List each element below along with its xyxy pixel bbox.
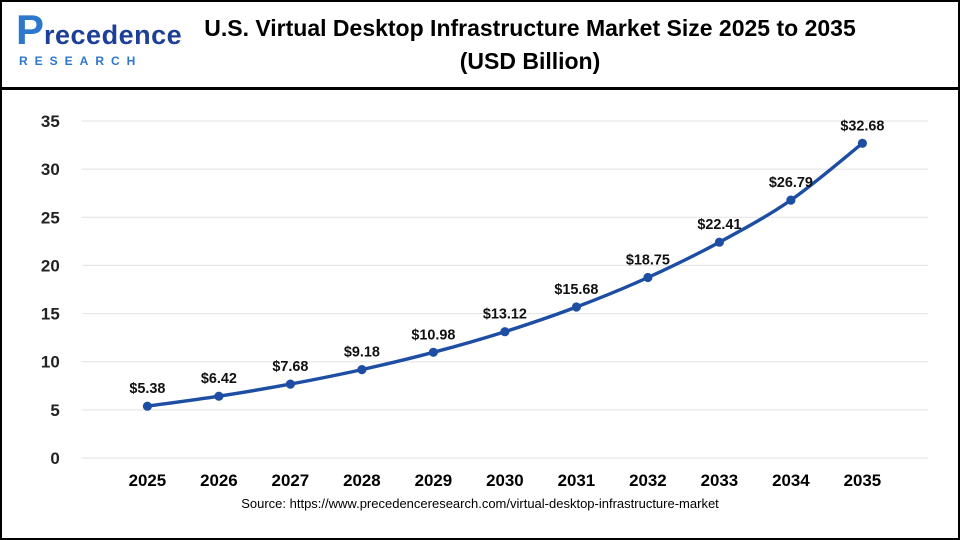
logo-p-icon: P xyxy=(16,6,45,53)
x-axis-label: 2035 xyxy=(844,471,882,490)
y-axis-label: 20 xyxy=(41,256,60,275)
chart-title: U.S. Virtual Desktop Infrastructure Mark… xyxy=(122,12,938,79)
data-point xyxy=(142,401,152,411)
chart-area: 0 5 10 15 20 25 30 35 $5.38 2025 $6.42 2026 $7.68 202… xyxy=(2,90,958,511)
x-axis-label: 2030 xyxy=(486,471,524,490)
chart-title-line1: U.S. Virtual Desktop Infrastructure Mark… xyxy=(204,15,856,41)
x-axis-label: 2027 xyxy=(272,471,310,490)
data-point xyxy=(714,237,724,247)
data-point xyxy=(786,195,796,205)
data-label: $15.68 xyxy=(554,282,598,298)
line-chart: 05101520253035$5.382025$6.422026$7.68202… xyxy=(41,112,929,490)
y-axis-label: 10 xyxy=(41,353,60,372)
data-label: $18.75 xyxy=(626,252,670,268)
data-label: $9.18 xyxy=(344,345,380,361)
x-axis-label: 2034 xyxy=(772,471,810,490)
data-point xyxy=(500,327,510,337)
data-label: $32.68 xyxy=(840,118,884,134)
data-label: $26.79 xyxy=(769,175,813,191)
y-axis-label: 30 xyxy=(41,160,60,179)
y-axis-label: 25 xyxy=(41,208,60,227)
data-label: $5.38 xyxy=(129,381,165,397)
data-point xyxy=(857,138,867,148)
data-point xyxy=(285,379,295,389)
x-axis-label: 2025 xyxy=(129,471,167,490)
x-axis-label: 2029 xyxy=(415,471,453,490)
x-axis-label: 2031 xyxy=(558,471,596,490)
logo-name: recedence xyxy=(44,20,183,50)
trend-line xyxy=(145,141,865,408)
logo-subtitle: RESEARCH xyxy=(19,54,143,68)
data-point xyxy=(428,347,438,357)
y-axis-label: 15 xyxy=(41,305,60,324)
data-label: $7.68 xyxy=(272,359,308,375)
x-axis-label: 2028 xyxy=(343,471,381,490)
data-point xyxy=(357,365,367,375)
data-label: $6.42 xyxy=(201,371,237,387)
x-axis-label: 2033 xyxy=(701,471,739,490)
x-axis-label: 2032 xyxy=(629,471,667,490)
y-axis-label: 35 xyxy=(41,112,60,131)
x-axis-label: 2026 xyxy=(200,471,238,490)
y-axis-label: 5 xyxy=(50,401,59,420)
data-point xyxy=(214,391,224,401)
data-point xyxy=(571,302,581,312)
source-text: Source: https://www.precedenceresearch.c… xyxy=(241,496,719,511)
data-label: $13.12 xyxy=(483,307,527,323)
data-label: $22.41 xyxy=(697,217,741,233)
data-point xyxy=(643,272,653,283)
y-axis-label: 0 xyxy=(50,449,59,468)
chart-title-line2: (USD Billion) xyxy=(459,48,601,75)
data-label: $10.98 xyxy=(411,327,455,343)
